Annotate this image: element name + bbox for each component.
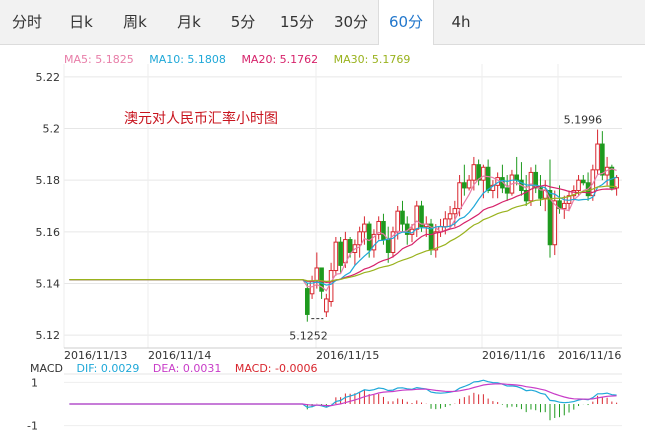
candle-body <box>390 231 396 253</box>
candle-body <box>376 220 381 235</box>
candle-body <box>576 179 581 192</box>
tab-2[interactable]: 周k <box>123 13 147 31</box>
candle-body <box>528 171 534 202</box>
candle-body <box>481 166 486 181</box>
tab-3[interactable]: 月k <box>177 13 201 31</box>
ma30-line <box>69 185 617 283</box>
candle-body <box>381 220 386 241</box>
tab-5[interactable]: 15分 <box>279 13 315 31</box>
tab-0[interactable]: 分时 <box>11 13 42 31</box>
ma10-label: MA10: 5.1808 <box>149 53 226 66</box>
candle-body <box>319 267 324 292</box>
ma-legend: MA5: 5.1825 MA10: 5.1808 MA20: 5.1762 MA… <box>64 53 422 66</box>
candle-body <box>609 166 615 189</box>
y-tick-label: 5.12 <box>36 329 61 342</box>
candle-body <box>514 174 519 181</box>
candle-body <box>462 182 467 189</box>
candle-body <box>419 205 424 228</box>
candle-body <box>371 233 377 251</box>
low-annotation: 5.1252 <box>289 330 328 343</box>
candle-body <box>447 213 453 220</box>
y-tick-label: 5.18 <box>36 174 61 187</box>
candle-body <box>466 179 472 189</box>
candle-body <box>500 177 505 189</box>
candle-body <box>324 298 329 313</box>
candle-body <box>561 202 567 210</box>
timeframe-tabs: 分时 日k 周k 月k 5分 15分 30分 60分 4h <box>0 0 645 45</box>
tab-8[interactable]: 4h <box>451 13 471 31</box>
candle-body <box>362 223 367 233</box>
candle-body <box>433 231 439 251</box>
candle-body <box>338 241 343 266</box>
candle-body <box>328 270 334 303</box>
candle-body <box>457 182 462 210</box>
dea-line <box>69 383 617 407</box>
y-tick-label: 5.16 <box>36 226 61 239</box>
ma5-label: MA5: 5.1825 <box>64 53 134 66</box>
candle-body <box>504 187 510 194</box>
high-annotation: 5.1996 <box>564 114 603 127</box>
candle-body <box>414 205 420 230</box>
candle-body <box>357 231 362 246</box>
candle-body <box>395 210 401 233</box>
candle-body <box>552 200 558 246</box>
candle-body <box>366 223 372 251</box>
candle-body <box>343 239 348 264</box>
candle-body <box>538 187 543 199</box>
macd-y-tick: -1 <box>27 420 38 433</box>
macd-legend: MACD DIF: 0.0029 DEA: 0.0031 MACD: -0.00… <box>30 362 327 375</box>
dif-label: DIF: 0.0029 <box>76 362 140 375</box>
candle-body <box>571 190 577 197</box>
candle-body <box>400 210 405 225</box>
candle-body <box>595 143 600 171</box>
candle-body <box>485 166 491 192</box>
x-tick-label: 2016/11/16 <box>558 349 621 362</box>
x-tick-label: 2016/11/14 <box>148 349 211 362</box>
macd-y-tick: 1 <box>31 376 38 389</box>
x-tick-label: 2016/11/15 <box>316 349 379 362</box>
tab-7[interactable]: 60分 <box>378 0 434 45</box>
candle-body <box>385 239 391 253</box>
candle-body <box>523 190 529 202</box>
ma20-label: MA20: 5.1762 <box>241 53 319 66</box>
candle-body <box>471 164 477 181</box>
candle-body <box>305 288 310 315</box>
candle-body <box>333 241 339 272</box>
macd-value-label: MACD: -0.0006 <box>234 362 318 375</box>
tab-1[interactable]: 日k <box>69 13 93 31</box>
tab-4[interactable]: 5分 <box>230 13 256 31</box>
x-tick-label: 2016/11/13 <box>64 349 127 362</box>
candle-body <box>547 190 553 246</box>
candle-body <box>581 179 586 184</box>
x-tick-label: 2016/11/16 <box>482 349 545 362</box>
candle-body <box>476 164 481 181</box>
dea-label: DEA: 0.0031 <box>152 362 222 375</box>
candle-body <box>314 267 320 282</box>
candle-body <box>600 143 605 176</box>
candle-body <box>452 208 458 215</box>
candle-body <box>443 218 448 228</box>
y-tick-label: 5.2 <box>43 123 61 136</box>
chart-title: 澳元对人民币汇率小时图 <box>124 110 278 127</box>
y-tick-label: 5.22 <box>36 71 61 84</box>
ma30-label: MA30: 5.1769 <box>333 53 411 66</box>
candle-body <box>347 239 353 253</box>
macd-title: MACD <box>30 362 63 375</box>
y-tick-label: 5.14 <box>36 277 61 290</box>
tab-6[interactable]: 30分 <box>333 13 369 31</box>
